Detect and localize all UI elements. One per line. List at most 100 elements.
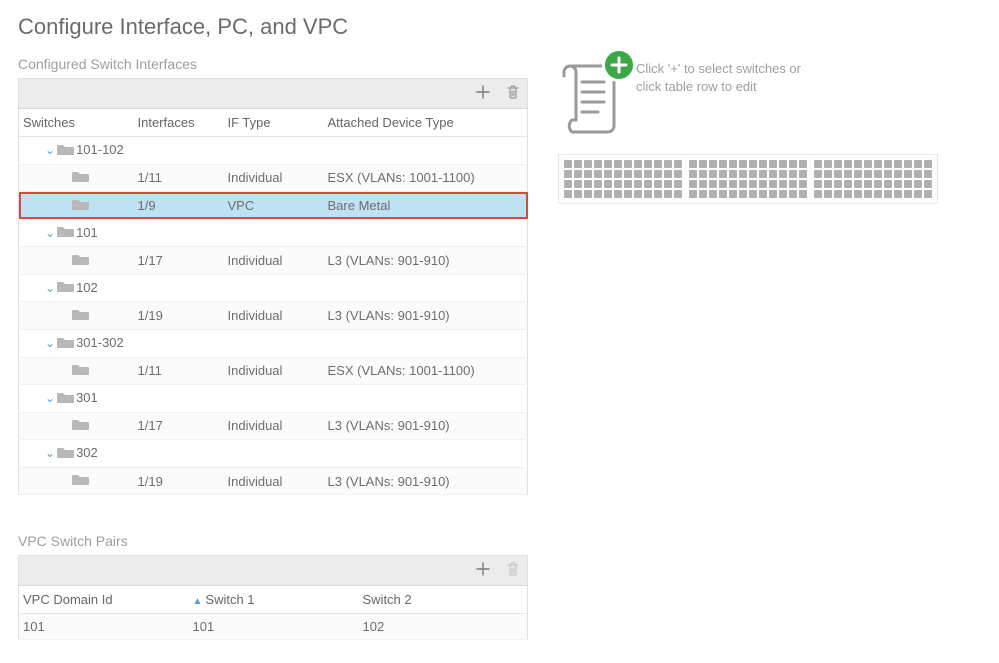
switch-port[interactable] [614,160,622,168]
header-switches[interactable]: Switches [19,109,134,137]
switch-port[interactable] [884,160,892,168]
switch-port[interactable] [884,170,892,178]
switch-port[interactable] [624,180,632,188]
table-group-row[interactable]: ⌄301-302 [19,329,528,357]
switch-port[interactable] [739,180,747,188]
switch-port[interactable] [674,170,682,178]
switch-port[interactable] [874,160,882,168]
switch-port[interactable] [894,170,902,178]
delete-interface-button[interactable] [505,84,521,100]
switch-port[interactable] [779,160,787,168]
switch-port[interactable] [699,190,707,198]
switch-port[interactable] [644,170,652,178]
switch-port[interactable] [894,190,902,198]
switch-port[interactable] [729,190,737,198]
switch-port[interactable] [894,160,902,168]
switch-port[interactable] [584,160,592,168]
switch-port[interactable] [924,170,932,178]
switch-port[interactable] [834,180,842,188]
switch-port[interactable] [769,190,777,198]
switch-port[interactable] [759,180,767,188]
switch-port[interactable] [904,170,912,178]
switch-port[interactable] [584,180,592,188]
switch-port[interactable] [769,160,777,168]
switch-port[interactable] [614,170,622,178]
switch-port[interactable] [914,190,922,198]
table-row[interactable]: 1/19IndividualL3 (VLANs: 901-910) [19,302,528,330]
switch-port[interactable] [874,180,882,188]
switch-port[interactable] [689,170,697,178]
switch-port[interactable] [614,190,622,198]
switch-port[interactable] [604,160,612,168]
switch-port[interactable] [624,170,632,178]
delete-vpc-button[interactable] [505,561,521,577]
switch-port[interactable] [614,180,622,188]
header-switch1[interactable]: ▲Switch 1 [189,586,359,614]
switch-port[interactable] [789,170,797,178]
switch-port[interactable] [594,180,602,188]
switch-port[interactable] [699,160,707,168]
switch-port[interactable] [644,180,652,188]
switch-port[interactable] [854,180,862,188]
table-row[interactable]: 1/17IndividualL3 (VLANs: 901-910) [19,247,528,275]
switch-port[interactable] [884,180,892,188]
switch-port[interactable] [814,160,822,168]
table-group-row[interactable]: ⌄101 [19,219,528,247]
switch-port[interactable] [564,170,572,178]
switch-port[interactable] [844,160,852,168]
switch-port[interactable] [854,190,862,198]
table-row[interactable]: 1/9VPCBare Metal [19,192,528,220]
switch-port[interactable] [574,170,582,178]
switch-port[interactable] [864,160,872,168]
switch-port[interactable] [749,180,757,188]
switch-port[interactable] [864,180,872,188]
switch-port[interactable] [674,190,682,198]
switch-port[interactable] [564,190,572,198]
switch-port[interactable] [749,190,757,198]
switch-port[interactable] [914,180,922,188]
switch-port[interactable] [814,170,822,178]
switch-port[interactable] [729,160,737,168]
chevron-down-icon[interactable]: ⌄ [45,226,55,240]
switch-port[interactable] [654,160,662,168]
switch-port[interactable] [884,190,892,198]
switch-port[interactable] [844,190,852,198]
switch-port[interactable] [709,170,717,178]
switch-port[interactable] [749,170,757,178]
switch-port[interactable] [914,160,922,168]
switch-port[interactable] [834,170,842,178]
switch-port[interactable] [749,160,757,168]
switch-port[interactable] [664,160,672,168]
add-interface-button[interactable] [475,84,491,100]
switch-port[interactable] [699,170,707,178]
switch-port[interactable] [719,190,727,198]
switch-port[interactable] [904,190,912,198]
switch-port[interactable] [759,160,767,168]
switch-port[interactable] [574,160,582,168]
switch-port[interactable] [564,180,572,188]
table-group-row[interactable]: ⌄101-102 [19,137,528,165]
switch-port[interactable] [824,170,832,178]
switch-port[interactable] [654,190,662,198]
table-row[interactable]: 1/19IndividualL3 (VLANs: 901-910) [19,467,528,495]
switch-port[interactable] [604,170,612,178]
table-row[interactable]: 1/11IndividualESX (VLANs: 1001-1100) [19,164,528,192]
switch-port[interactable] [709,160,717,168]
switch-port[interactable] [664,170,672,178]
switch-port[interactable] [594,170,602,178]
header-vpc-domain[interactable]: VPC Domain Id [19,586,189,614]
table-row[interactable]: 1/11IndividualESX (VLANs: 1001-1100) [19,357,528,385]
chevron-down-icon[interactable]: ⌄ [45,143,55,157]
switch-port[interactable] [594,160,602,168]
switch-port[interactable] [739,170,747,178]
switch-port[interactable] [674,160,682,168]
switch-port[interactable] [844,170,852,178]
table-group-row[interactable]: ⌄301 [19,385,528,413]
switch-port[interactable] [779,170,787,178]
switch-port[interactable] [799,180,807,188]
switch-port[interactable] [769,170,777,178]
switch-port[interactable] [799,190,807,198]
switch-port[interactable] [874,190,882,198]
switch-port[interactable] [584,190,592,198]
switch-port[interactable] [799,170,807,178]
